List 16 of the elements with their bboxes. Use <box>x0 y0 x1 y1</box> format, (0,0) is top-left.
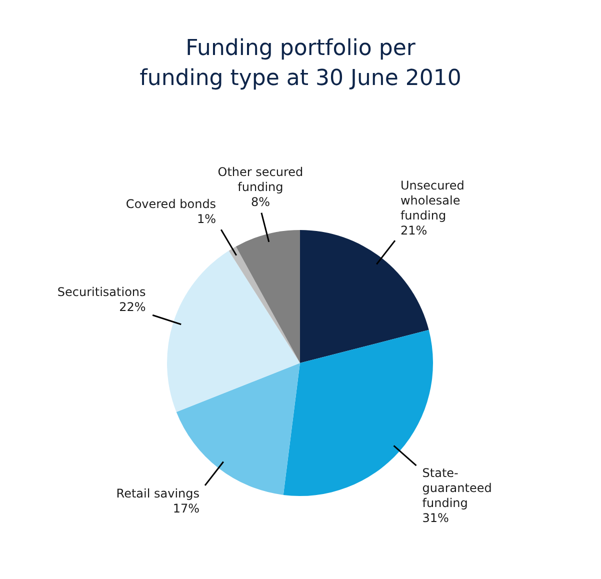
slice-label: Retail savings <box>116 486 200 501</box>
slice-label: State-guaranteed funding <box>422 466 492 510</box>
chart-title: Funding portfolio per funding type at 30 June 2010 <box>140 36 462 91</box>
data-label: 31% <box>422 511 449 526</box>
data-label: 22% <box>119 300 146 314</box>
slice-label: Other secured funding <box>218 164 304 194</box>
slice-label: Securitisations <box>57 284 146 299</box>
slice-label: Covered bonds <box>126 197 216 212</box>
pie-slice <box>228 246 300 363</box>
data-label: 17% <box>172 502 200 516</box>
data-label: 8% <box>250 194 270 209</box>
slice-label: Unsecured wholesale funding <box>400 178 464 222</box>
pie-slice <box>236 230 300 363</box>
data-label: 21% <box>400 223 428 238</box>
data-label: 1% <box>197 212 216 226</box>
pie-slice <box>167 250 300 412</box>
